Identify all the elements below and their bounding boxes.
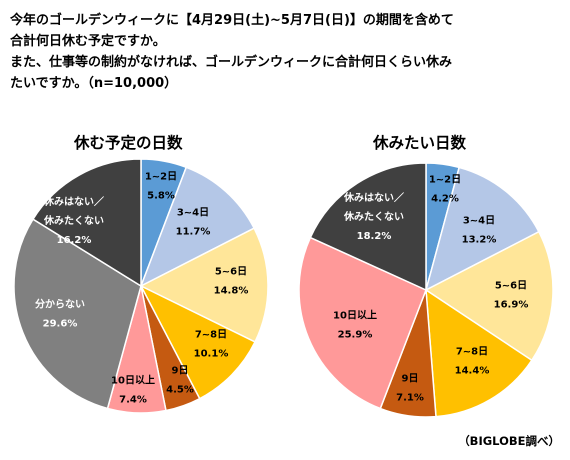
slice-label-3-4: 3~4日 13.2% <box>462 215 497 246</box>
source-note: （BIGLOBE調べ） <box>458 434 560 448</box>
slice-value-text: 14.8% <box>214 286 249 297</box>
slice-label-1-2: 1~2日 4.2% <box>429 174 461 205</box>
slice-value-text: 13.2% <box>462 235 497 246</box>
survey-question: 今年のゴールデンウィークに【4月29日(土)~5月7日(日)】の期間を含めて 合… <box>10 10 562 94</box>
slice-value-text: 14.4% <box>455 366 490 377</box>
slice-label-5-6: 5~6日 16.9% <box>494 280 529 311</box>
slice-value-text: 5.8% <box>147 191 175 202</box>
slice-value-text: 25.9% <box>338 330 373 341</box>
pie-slice-10plus <box>298 236 427 410</box>
slice-label-unknown: 分からない 29.6% <box>35 298 85 330</box>
pie-slice-no_holiday <box>31 158 142 288</box>
pie-slice-no_holiday <box>309 162 427 292</box>
slice-category-text: 7~8日 <box>456 346 488 358</box>
slice-category-text: 7~8日 <box>195 329 227 341</box>
slice-value-text: 7.1% <box>396 393 424 404</box>
question-line: 合計何日休む予定ですか。 <box>10 34 166 49</box>
pie-slice-3-4 <box>139 166 256 288</box>
slice-category-text: 休みたくない <box>43 214 104 227</box>
slice-category-text: 3~4日 <box>177 207 209 219</box>
slice-category-text: 3~4日 <box>463 215 495 227</box>
slice-category-text: 分からない <box>35 298 85 311</box>
pie-slice-5-6 <box>139 227 269 344</box>
slice-value-text: 4.2% <box>431 194 459 205</box>
slice-value-text: 18.2% <box>357 231 392 242</box>
slice-label-1-2: 1~2日 5.8% <box>145 171 177 202</box>
slice-label-7-8: 7~8日 14.4% <box>455 346 490 377</box>
chart-title-planned: 休む予定の日数 <box>74 134 183 152</box>
slice-label-no_holiday: 休みはない／ 休みたくない 16.2% <box>43 195 104 246</box>
slice-label-3-4: 3~4日 11.7% <box>176 207 211 238</box>
slice-label-5-6: 5~6日 14.8% <box>214 266 249 297</box>
slice-value-text: 4.5% <box>166 385 194 396</box>
chart-title-desired: 休みたい日数 <box>373 134 467 152</box>
slice-value-text: 29.6% <box>43 319 78 330</box>
slice-label-10plus: 10日以上 7.4% <box>111 374 155 406</box>
slice-label-10plus: 10日以上 25.9% <box>333 309 377 341</box>
question-line: たいですか。（n=10,000） <box>10 76 178 91</box>
slice-value-text: 10.1% <box>194 349 229 360</box>
slice-category-text: 休みたくない <box>343 210 404 223</box>
slice-category-text: 10日以上 <box>333 309 377 322</box>
slice-category-text: 休みはない／ <box>43 195 104 208</box>
slice-category-text: 1~2日 <box>145 171 177 183</box>
slice-value-text: 16.9% <box>494 300 529 311</box>
slice-value-text: 11.7% <box>176 227 211 238</box>
slice-value-text: 7.4% <box>119 395 147 406</box>
slice-label-9: 9日 4.5% <box>166 365 194 396</box>
slice-category-text: 9日 <box>402 373 419 385</box>
slice-category-text: 5~6日 <box>215 266 247 278</box>
slice-category-text: 1~2日 <box>429 174 461 186</box>
pie-slice-7-8 <box>425 288 533 418</box>
slice-label-9: 9日 7.1% <box>396 373 424 404</box>
slice-value-text: 16.2% <box>57 235 92 246</box>
slice-category-text: 10日以上 <box>111 374 155 387</box>
slice-category-text: 5~6日 <box>495 280 527 292</box>
slice-label-7-8: 7~8日 10.1% <box>194 329 229 360</box>
pie-slice-3-4 <box>424 166 540 292</box>
question-line: また、仕事等の制約がなければ、ゴールデンウィークに合計何日くらい休み <box>10 55 453 70</box>
slice-category-text: 休みはない／ <box>343 191 404 204</box>
question-line: 今年のゴールデンウィークに【4月29日(土)~5月7日(日)】の期間を含めて <box>10 13 454 28</box>
pie-slice-7-8 <box>139 284 256 400</box>
pie-slice-5-6 <box>424 230 554 362</box>
slice-label-no_holiday: 休みはない／ 休みたくない 18.2% <box>343 191 404 242</box>
slice-category-text: 9日 <box>172 365 189 377</box>
